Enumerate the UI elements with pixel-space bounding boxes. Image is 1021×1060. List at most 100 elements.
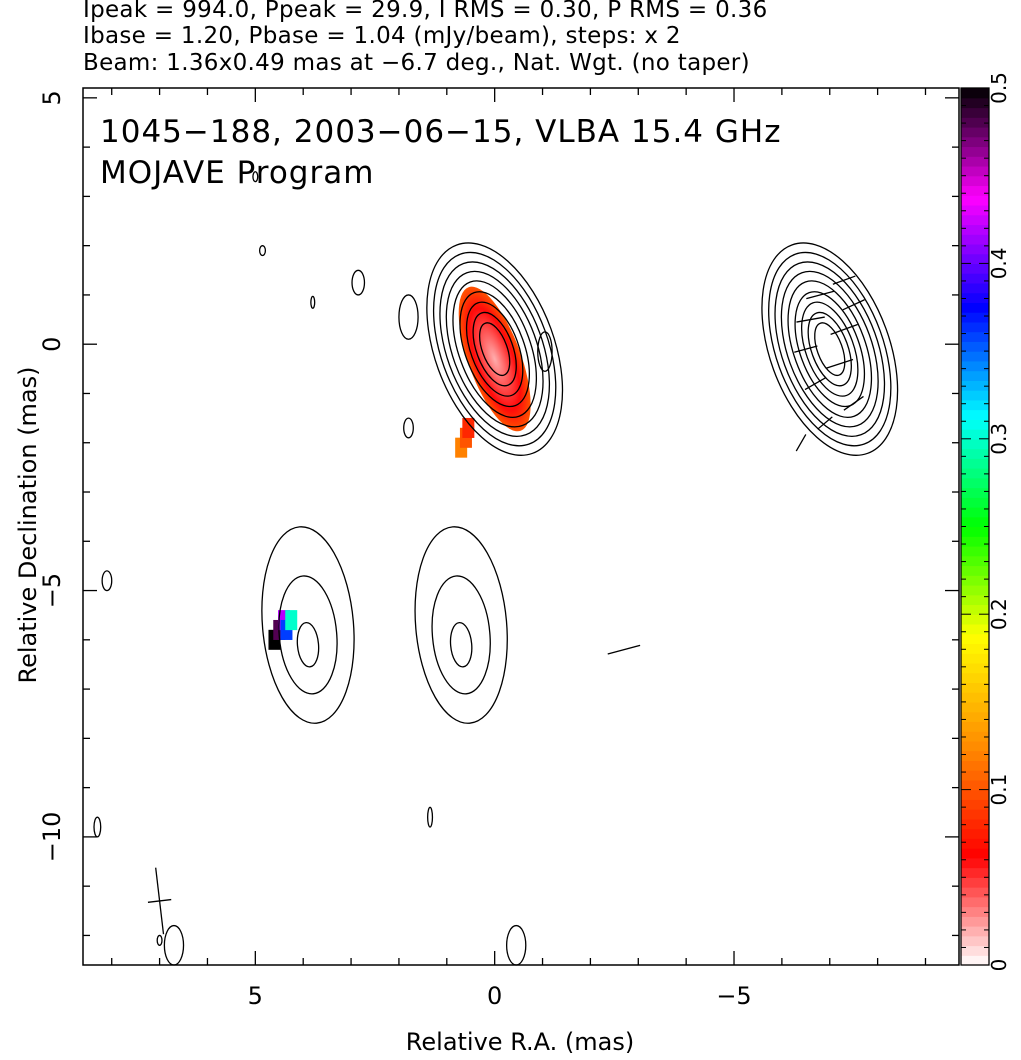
colorbar-cell bbox=[961, 818, 989, 830]
colorbar-cell bbox=[961, 916, 989, 927]
core-contour bbox=[426, 242, 564, 456]
colorbar-cell bbox=[961, 351, 989, 362]
noise-contour bbox=[156, 934, 163, 946]
colorbar-cell bbox=[961, 926, 989, 937]
x-axis-label: Relative R.A. (mas) bbox=[405, 1028, 635, 1056]
colorbar-cell bbox=[961, 633, 989, 645]
colorbar-cell bbox=[961, 828, 989, 839]
colorbar-cell bbox=[961, 136, 989, 148]
jet-contour bbox=[296, 621, 320, 668]
header-beam: Beam: 1.36x0.49 mas at −6.7 deg., Nat. W… bbox=[83, 50, 750, 76]
colorbar-cell bbox=[961, 458, 989, 469]
colorbar-tick-label: 0.5 bbox=[987, 72, 1011, 104]
colorbar-cell bbox=[961, 253, 989, 264]
noise-contour bbox=[252, 171, 259, 183]
colorbar-cell bbox=[961, 682, 989, 693]
colorbar-cell bbox=[961, 380, 989, 391]
colorbar-cell bbox=[961, 156, 989, 167]
core-contour bbox=[807, 311, 852, 387]
colorbar-cell bbox=[961, 575, 989, 586]
core-contour bbox=[465, 301, 524, 397]
evpa-vector bbox=[804, 377, 827, 391]
colorbar-cell bbox=[961, 370, 989, 381]
colorbar-cell bbox=[961, 770, 989, 781]
evpa-vector bbox=[830, 323, 858, 335]
evpa-vector-layer bbox=[607, 275, 865, 655]
colorbar-cell bbox=[961, 945, 989, 956]
colorbar-cell bbox=[961, 623, 989, 635]
colorbar-cell bbox=[961, 711, 989, 722]
noise-contour bbox=[505, 924, 527, 966]
colorbar-cell bbox=[961, 857, 989, 869]
colorbar-cell bbox=[961, 692, 989, 703]
colorbar-cell bbox=[961, 662, 989, 674]
fpol-pixel bbox=[462, 417, 475, 438]
colorbar-cell bbox=[961, 887, 989, 898]
colorbar-cell bbox=[961, 838, 989, 849]
colorbar-cell bbox=[961, 545, 989, 557]
y-axis-label: Relative Declination (mas) bbox=[14, 366, 42, 684]
core-contour bbox=[432, 251, 557, 447]
x-tick-label: 5 bbox=[248, 982, 263, 1010]
core-contour bbox=[794, 291, 866, 408]
noise-contour bbox=[93, 816, 102, 838]
colorbar-cell bbox=[961, 224, 989, 235]
colorbar-cell bbox=[961, 302, 989, 313]
colorbar-cell bbox=[961, 419, 989, 430]
colorbar-tick-label: 0.4 bbox=[987, 247, 1011, 279]
colorbar-cell bbox=[961, 896, 989, 908]
colorbar-cell bbox=[961, 126, 989, 138]
noise-contour bbox=[101, 570, 113, 592]
colorbar-cell bbox=[961, 88, 989, 99]
header-peaks: Ipeak = 994.0, Ppeak = 29.9, I RMS = 0.3… bbox=[83, 0, 768, 23]
colorbar-cell bbox=[961, 779, 989, 791]
colorbar-cell bbox=[961, 809, 989, 820]
evpa-vector bbox=[843, 395, 864, 411]
header-base-levels: Ibase = 1.20, Pbase = 1.04 (mJy/beam), s… bbox=[83, 23, 681, 49]
core-contour bbox=[459, 291, 530, 408]
evpa-vector bbox=[607, 644, 641, 655]
x-tick-label: −5 bbox=[716, 982, 751, 1010]
jet-contour bbox=[414, 526, 508, 724]
colorbar-cell bbox=[961, 955, 989, 966]
colorbar-cell bbox=[961, 341, 989, 352]
core-contour bbox=[787, 280, 873, 419]
colorbar-cell bbox=[961, 360, 989, 372]
colorbar-cell bbox=[961, 97, 989, 109]
beam-minor-axis bbox=[147, 898, 172, 903]
noise-contour bbox=[427, 806, 434, 828]
colorbar-cell bbox=[961, 195, 989, 206]
colorbar-cell bbox=[961, 321, 989, 333]
colorbar-cell bbox=[961, 760, 989, 771]
colorbar-cell bbox=[961, 643, 989, 654]
axis-ticks bbox=[83, 88, 959, 965]
core-contour bbox=[445, 270, 544, 428]
evpa-vector bbox=[806, 290, 835, 300]
colorbar-cell bbox=[961, 448, 989, 459]
y-tick-label: −10 bbox=[38, 812, 66, 863]
colorbar-cell bbox=[961, 731, 989, 742]
noise-contour bbox=[163, 924, 185, 966]
evpa-vector bbox=[842, 299, 865, 311]
colorbar-cell bbox=[961, 604, 989, 615]
colorbar-cell bbox=[961, 653, 989, 664]
colorbar-tick-label: 0.3 bbox=[987, 423, 1011, 455]
noise-contour bbox=[537, 331, 553, 372]
jet-contour bbox=[278, 575, 338, 695]
colorbar-cell bbox=[961, 292, 989, 303]
colorbar-cell bbox=[961, 906, 989, 917]
colorbar-cell bbox=[961, 701, 989, 713]
core-contour bbox=[814, 322, 846, 377]
fractional-polarization-layer bbox=[268, 286, 531, 650]
colorbar-cell bbox=[961, 263, 989, 274]
colorbar-cell bbox=[961, 390, 989, 401]
core-contour bbox=[439, 261, 551, 437]
colorbar-cell bbox=[961, 331, 989, 342]
evpa-vector bbox=[825, 358, 854, 369]
evpa-vector bbox=[796, 316, 825, 323]
colorbar-cell bbox=[961, 507, 989, 518]
colorbar-cell bbox=[961, 594, 989, 606]
core-contour bbox=[774, 261, 886, 437]
colorbar-cell bbox=[961, 497, 989, 508]
